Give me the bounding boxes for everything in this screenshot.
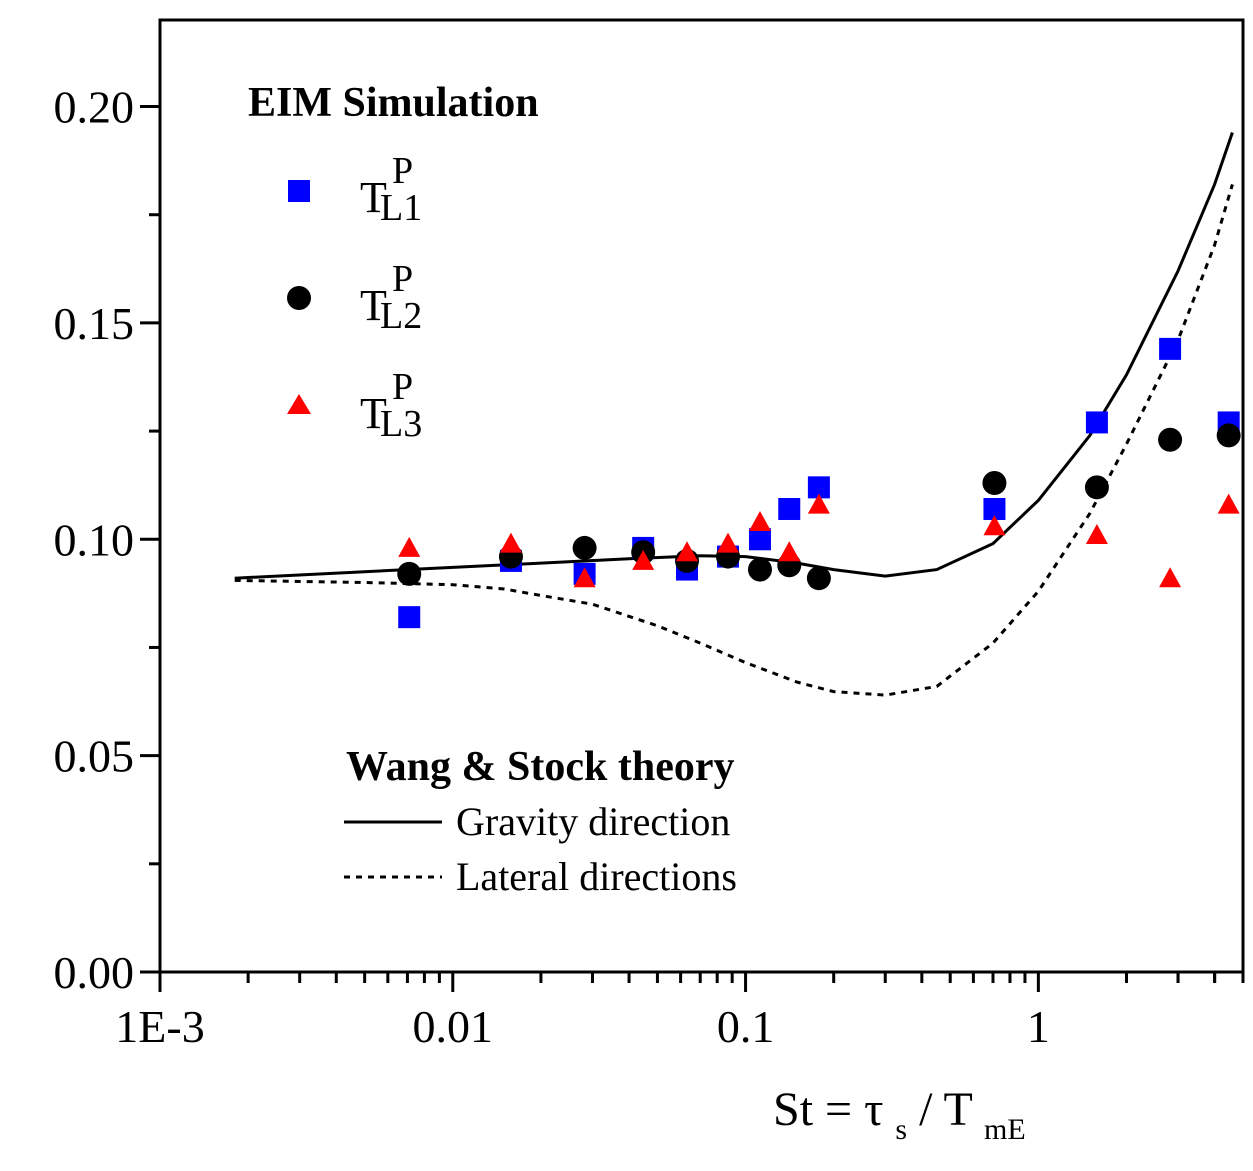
legend-circle-marker bbox=[287, 286, 311, 310]
data-point-l1 bbox=[1159, 337, 1182, 360]
legend-l1-sup: P bbox=[392, 150, 413, 192]
data-point-l3 bbox=[398, 536, 421, 557]
legend-l1-symbol: T P L1 bbox=[360, 144, 424, 229]
x-tick-label: 0.1 bbox=[717, 1001, 775, 1052]
data-point-l3 bbox=[573, 567, 596, 588]
legend-l1-base: T bbox=[360, 173, 387, 222]
y-tick-label: 0.05 bbox=[54, 731, 135, 782]
data-point-l2 bbox=[1216, 423, 1241, 448]
x-tick-label: 1 bbox=[1027, 1001, 1050, 1052]
legend-simulation: EIM Simulation T P L1 T P L2 T P L3 bbox=[248, 80, 539, 445]
data-point-l3 bbox=[983, 515, 1006, 536]
data-point-l2 bbox=[747, 557, 772, 582]
data-point-l2 bbox=[982, 471, 1007, 496]
data-point-l3 bbox=[748, 510, 771, 531]
theory-line-lateral bbox=[234, 183, 1234, 697]
data-point-l3 bbox=[1159, 567, 1182, 588]
x-axis-label: St = τ s / T mE bbox=[773, 1083, 1026, 1150]
data-markers bbox=[397, 337, 1241, 629]
legend-l3-sup: P bbox=[392, 366, 413, 408]
legend-l2-sub: L2 bbox=[380, 295, 422, 337]
y-tick-label: 0.00 bbox=[54, 947, 135, 998]
legend-entry-l1: T P L1 bbox=[288, 144, 424, 229]
legend-l3-sub: L3 bbox=[380, 403, 422, 445]
legend-gravity-label: Gravity direction bbox=[456, 799, 730, 844]
data-point-l3 bbox=[1085, 523, 1108, 544]
theory-line-gravity bbox=[234, 132, 1234, 580]
data-point-l1 bbox=[398, 606, 421, 629]
data-point-l3 bbox=[778, 541, 801, 562]
legend-triangle-marker bbox=[287, 394, 311, 414]
data-point-l2 bbox=[806, 566, 831, 591]
data-point-l2 bbox=[1158, 427, 1183, 452]
data-point-l1 bbox=[748, 528, 771, 551]
data-point-l3 bbox=[499, 532, 522, 553]
y-tick-label: 0.20 bbox=[54, 82, 135, 133]
y-tick-label: 0.10 bbox=[54, 514, 135, 565]
axis-ticks bbox=[140, 105, 1245, 992]
legend-entry-l2: T P L2 bbox=[287, 252, 424, 337]
data-point-l3 bbox=[676, 541, 699, 562]
legend-theory: Wang & Stock theory Gravity direction La… bbox=[344, 744, 737, 899]
x-label-mid: / T bbox=[919, 1083, 972, 1136]
legend-l2-base: T bbox=[360, 281, 387, 330]
data-point-l2 bbox=[1084, 475, 1109, 500]
data-point-l3 bbox=[717, 532, 740, 553]
x-tick-label: 0.01 bbox=[413, 1001, 494, 1052]
x-label-sub2: mE bbox=[984, 1113, 1026, 1146]
data-point-l3 bbox=[807, 493, 830, 514]
theory-lines bbox=[234, 132, 1234, 697]
data-point-l1 bbox=[1085, 411, 1108, 434]
legend-l3-symbol: T P L3 bbox=[360, 360, 424, 445]
legend-l1-sub: L1 bbox=[380, 187, 422, 229]
data-point-l2 bbox=[572, 535, 597, 560]
legend-l3-base: T bbox=[360, 389, 387, 438]
legend-sim-title: EIM Simulation bbox=[248, 80, 539, 126]
data-point-l2 bbox=[397, 561, 422, 586]
legend-l2-sup: P bbox=[392, 258, 413, 300]
x-label-sub1: s bbox=[895, 1113, 907, 1146]
data-point-l1 bbox=[778, 497, 801, 520]
y-tick-label: 0.15 bbox=[54, 298, 135, 349]
legend-entry-l3: T P L3 bbox=[287, 360, 424, 445]
data-point-l3 bbox=[1217, 493, 1240, 514]
x-tick-label: 1E-3 bbox=[115, 1001, 204, 1052]
legend-theory-title: Wang & Stock theory bbox=[346, 744, 735, 790]
data-point-l3 bbox=[632, 549, 655, 570]
data-point-l1 bbox=[983, 497, 1006, 520]
data-point-l1 bbox=[807, 476, 830, 499]
legend-square-marker bbox=[288, 180, 310, 202]
legend-lateral-label: Lateral directions bbox=[456, 854, 737, 899]
tick-labels: 1E-3 0.01 0.1 1 0.00 0.05 0.10 0.15 0.20 bbox=[54, 82, 1050, 1052]
legend-l2-symbol: T P L2 bbox=[360, 252, 424, 337]
x-label-main: St = τ bbox=[773, 1083, 883, 1136]
